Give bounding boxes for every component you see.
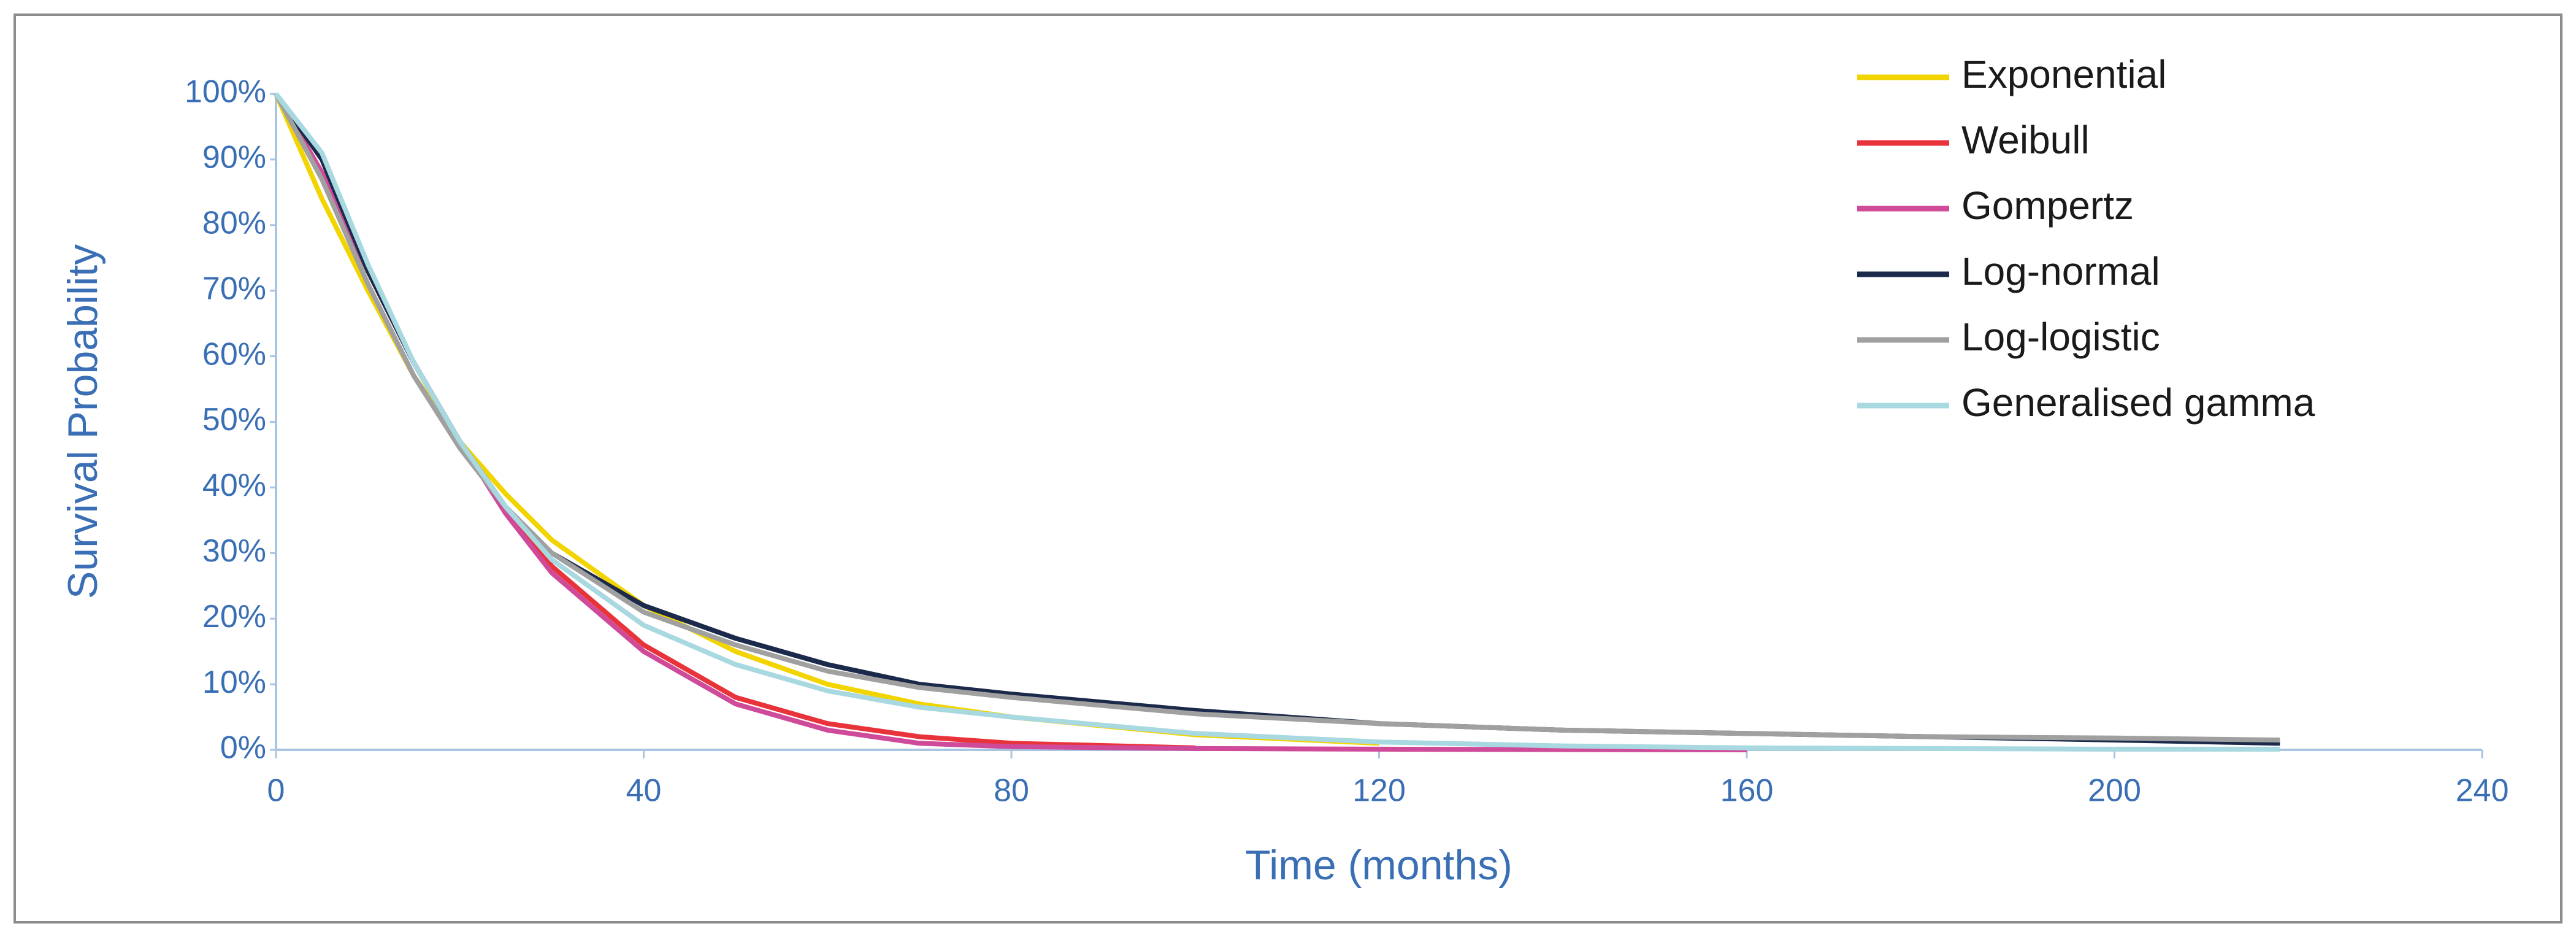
y-tick-label: 70% [202, 271, 266, 306]
y-tick-label: 20% [202, 599, 266, 634]
x-tick-label: 160 [1720, 773, 1774, 809]
y-tick-label: 30% [202, 533, 266, 569]
x-tick-label: 40 [626, 773, 662, 809]
legend-label: Log-logistic [1961, 315, 2160, 359]
chart-frame [13, 13, 2563, 924]
x-tick-label: 80 [994, 773, 1029, 809]
x-tick-label: 0 [267, 773, 285, 809]
x-axis-title: Time (months) [1245, 842, 1512, 889]
legend-label: Weibull [1961, 118, 2090, 162]
y-axis-title: Survival Probability [59, 244, 106, 599]
legend-label: Log-normal [1961, 249, 2160, 293]
y-tick-label: 90% [202, 140, 266, 175]
y-tick-label: 80% [202, 206, 266, 241]
y-tick-label: 0% [220, 730, 266, 766]
y-tick-label: 100% [185, 74, 266, 110]
y-tick-label: 40% [202, 468, 266, 503]
x-tick-label: 240 [2456, 773, 2509, 809]
y-tick-label: 60% [202, 336, 266, 372]
series-line [274, 93, 2280, 742]
legend-label: Generalised gamma [1961, 380, 2315, 425]
legend-label: Exponential [1961, 52, 2166, 96]
x-tick-label: 200 [2088, 773, 2141, 809]
y-tick-label: 50% [202, 402, 266, 438]
legend-label: Gompertz [1961, 183, 2134, 228]
series-line [274, 92, 2280, 752]
y-tick-label: 10% [202, 665, 266, 700]
x-tick-label: 120 [1352, 773, 1406, 809]
